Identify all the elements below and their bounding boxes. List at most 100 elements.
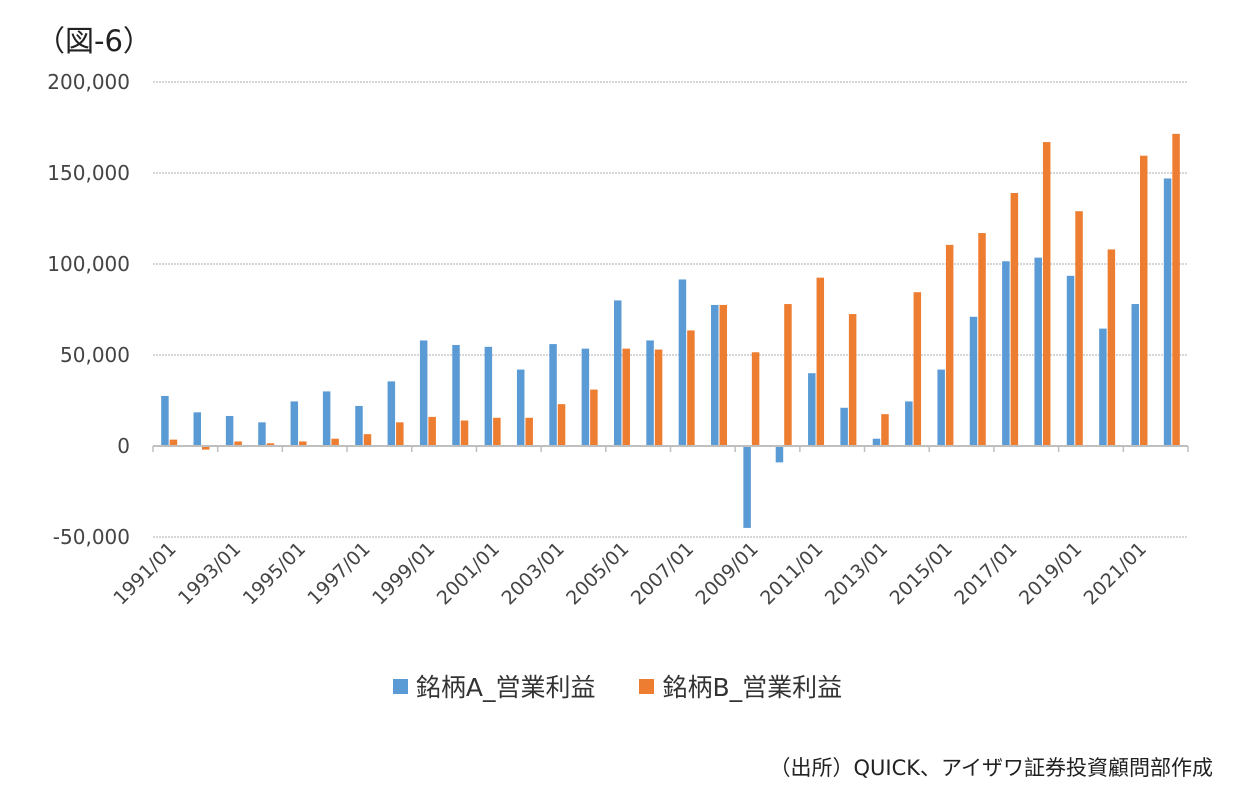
bar-series-b: [590, 389, 598, 446]
x-tick-label: 2001/01: [433, 538, 504, 609]
x-tick-label: 2013/01: [821, 538, 892, 609]
y-tick-label: 0: [117, 434, 130, 458]
x-tick-label: 2021/01: [1080, 538, 1151, 609]
bar-series-b: [460, 420, 469, 446]
x-tick-label: 2003/01: [497, 538, 568, 609]
bar-series-b: [1107, 249, 1116, 446]
bar-series-b: [428, 416, 436, 446]
bar-series-b: [331, 438, 339, 446]
bar-series-b: [396, 422, 404, 446]
x-tick-label: 1993/01: [174, 538, 245, 609]
bar-series-a: [937, 369, 945, 446]
bar-series-a: [1099, 328, 1107, 446]
bar-series-a: [775, 446, 784, 463]
bar-series-a: [452, 344, 460, 446]
bar-series-a: [905, 401, 913, 446]
bar-series-b: [202, 446, 210, 450]
bar-series-a: [969, 316, 978, 446]
chart-title: （図-6）: [36, 24, 152, 58]
bar-series-b: [557, 404, 566, 446]
bar-series-b: [1172, 133, 1180, 446]
x-tick-label: 1995/01: [239, 538, 310, 609]
legend-label-b: 銘柄B_営業利益: [662, 673, 843, 702]
bar-series-a: [1002, 261, 1010, 446]
legend-swatch-a: [392, 678, 408, 694]
bar-series-a: [711, 304, 719, 446]
bar-series-a: [549, 344, 557, 446]
y-tick-label: 150,000: [47, 161, 130, 185]
bar-series-a: [193, 412, 202, 446]
bar-series-b: [784, 304, 792, 446]
bar-series-a: [484, 346, 493, 446]
bar-series-b: [234, 441, 242, 446]
bars: [161, 133, 1180, 528]
bar-series-a: [646, 340, 654, 446]
x-tick-label: 2007/01: [627, 538, 698, 609]
bar-series-a: [1131, 304, 1139, 446]
legend: 銘柄A_営業利益 銘柄B_営業利益: [0, 668, 1235, 704]
bar-series-a: [581, 348, 590, 446]
x-tick-label: 1997/01: [303, 538, 374, 609]
x-tick-label: 2005/01: [562, 538, 633, 609]
bar-series-b: [363, 434, 372, 446]
bar-series-a: [258, 422, 266, 446]
bar-series-b: [719, 304, 728, 446]
bar-series-b: [1075, 211, 1083, 446]
bar-series-b: [687, 330, 695, 446]
x-tick-label: 2009/01: [692, 538, 763, 609]
bar-series-a: [355, 405, 363, 446]
bar-series-b: [1042, 142, 1051, 446]
bar-series-a: [387, 381, 396, 446]
y-tick-labels: -50,000 0 50,000 100,000 150,000 200,000: [47, 70, 130, 549]
axes: [152, 445, 1189, 452]
y-tick-label: 200,000: [47, 70, 130, 94]
bar-series-a: [840, 407, 848, 446]
bar-series-a: [808, 373, 816, 446]
bar-series-b: [1010, 193, 1019, 446]
bar-series-a: [225, 415, 234, 446]
x-tick-label: 2015/01: [886, 538, 957, 609]
x-tick-labels: 1991/011993/011995/011997/011999/012001/…: [109, 538, 1151, 609]
bar-series-a: [419, 340, 428, 446]
y-tick-label: 50,000: [60, 343, 130, 367]
bar-series-a: [613, 300, 622, 446]
bar-series-b: [978, 233, 986, 446]
bar-series-b: [622, 348, 630, 446]
x-tick-label: 1999/01: [368, 538, 439, 609]
bar-series-b: [945, 244, 954, 446]
bar-series-b: [493, 417, 501, 446]
source-note: （出所）QUICK、アイザワ証券投資顧問部作成: [769, 756, 1213, 780]
legend-item-series-b: 銘柄B_営業利益: [639, 668, 842, 704]
bar-series-a: [1066, 275, 1075, 446]
legend-swatch-b: [639, 678, 655, 694]
bar-series-b: [266, 443, 275, 446]
bar-series-a: [516, 369, 525, 446]
x-tick-label: 2011/01: [756, 538, 827, 609]
bar-series-b: [299, 441, 307, 446]
bar-series-a: [872, 438, 881, 446]
y-tick-label: -50,000: [53, 525, 130, 549]
gridlines: [153, 81, 1188, 538]
x-tick-label: 2019/01: [1015, 538, 1086, 609]
bar-series-b: [751, 352, 760, 446]
bar-series-a: [743, 446, 751, 528]
x-tick-label: 2017/01: [950, 538, 1021, 609]
bar-series-a: [678, 279, 687, 446]
legend-item-series-a: 銘柄A_営業利益: [392, 668, 596, 704]
bar-series-b: [525, 417, 533, 446]
bar-series-b: [1139, 155, 1148, 446]
bar-series-a: [161, 395, 169, 446]
bar-series-b: [881, 414, 889, 446]
bar-series-a: [1034, 257, 1042, 446]
bar-series-b: [169, 439, 178, 446]
bar-series-a: [290, 401, 299, 446]
bar-series-b: [848, 314, 857, 446]
bar-series-a: [1163, 178, 1172, 446]
y-tick-label: 100,000: [47, 252, 130, 276]
bar-series-a: [322, 391, 331, 446]
bar-series-b: [816, 277, 825, 446]
legend-label-a: 銘柄A_営業利益: [415, 673, 596, 702]
bar-series-b: [654, 349, 663, 446]
bar-series-b: [913, 292, 922, 446]
